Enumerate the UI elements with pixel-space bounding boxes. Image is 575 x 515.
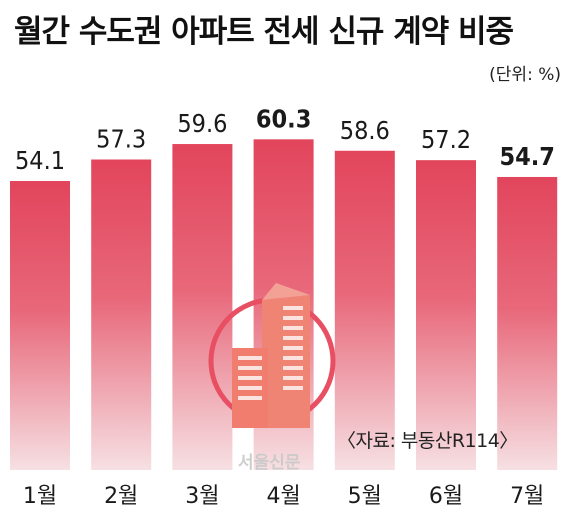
publisher-watermark: 서울신문 <box>238 453 301 473</box>
bars-group <box>10 139 558 471</box>
unit-label: (단위: %) <box>489 65 561 85</box>
bar-1 <box>10 181 70 470</box>
x-tick-label-7: 7월 <box>510 484 544 509</box>
x-tick-label-2: 2월 <box>104 484 138 509</box>
x-tick-label-6: 6월 <box>429 484 463 509</box>
value-label-2: 57.3 <box>96 124 146 153</box>
building-icon <box>208 283 336 428</box>
value-label-6: 57.2 <box>421 125 471 154</box>
bar-6 <box>416 160 476 470</box>
bar-7 <box>497 176 558 470</box>
value-label-5: 58.6 <box>340 116 390 145</box>
value-label-4: 60.3 <box>256 104 312 133</box>
value-label-1: 54.1 <box>15 146 65 175</box>
bar-5 <box>334 150 395 470</box>
x-axis-labels: 1월 2월 3월 4월 5월 6월 7월 <box>23 484 544 509</box>
bar-2 <box>91 159 152 470</box>
x-tick-label-4: 4월 <box>266 484 300 509</box>
source-label: 〈자료: 부동산R114〉 <box>337 430 518 452</box>
value-label-3: 59.6 <box>177 109 227 138</box>
x-tick-label-5: 5월 <box>348 484 382 509</box>
value-label-7: 54.7 <box>499 142 555 171</box>
bar-3 <box>172 144 233 471</box>
x-tick-label-3: 3월 <box>185 484 219 509</box>
chart-title: 월간 수도권 아파트 전세 신규 계약 비중 <box>14 14 514 50</box>
x-tick-label-1: 1월 <box>23 484 57 509</box>
value-labels-group: 54.1 57.3 59.6 60.3 58.6 57.2 54.7 <box>15 104 555 175</box>
